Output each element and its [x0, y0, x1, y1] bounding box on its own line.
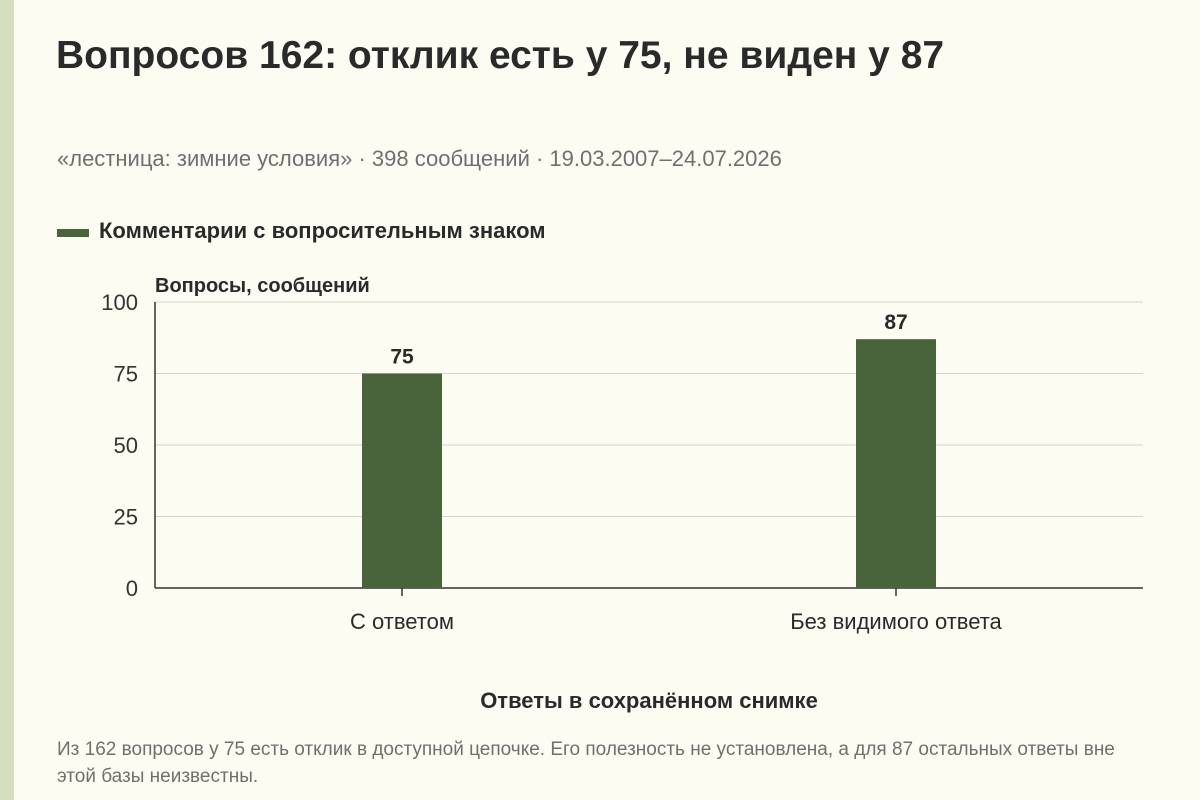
- y-tick-label: 75: [114, 362, 138, 387]
- data-label: 75: [390, 346, 414, 369]
- x-tick-label: С ответом: [350, 609, 454, 634]
- x-tick-label: Без видимого ответа: [790, 609, 1002, 634]
- bar: [362, 373, 442, 588]
- legend-label: Комментарии с вопросительным знаком: [99, 218, 546, 243]
- x-axis-label: Ответы в сохранённом снимке: [480, 688, 818, 713]
- y-tick-label: 0: [126, 576, 138, 601]
- bar: [856, 339, 936, 588]
- chart-caption: Из 162 вопросов у 75 есть отклик в досту…: [57, 739, 1115, 787]
- y-axis-label: Вопросы, сообщений: [155, 275, 370, 297]
- y-tick-label: 100: [101, 290, 138, 315]
- y-tick-label: 50: [114, 433, 138, 458]
- data-label: 87: [884, 311, 907, 334]
- left-accent-bar: [0, 0, 14, 800]
- legend: Комментарии с вопросительным знаком: [57, 218, 546, 244]
- chart-title: Вопросов 162: отклик есть у 75, не виден…: [56, 34, 945, 77]
- y-tick-label: 25: [114, 505, 138, 530]
- chart-subtitle: «лестница: зимние условия» · 398 сообщен…: [57, 146, 782, 171]
- legend-swatch: [57, 229, 89, 237]
